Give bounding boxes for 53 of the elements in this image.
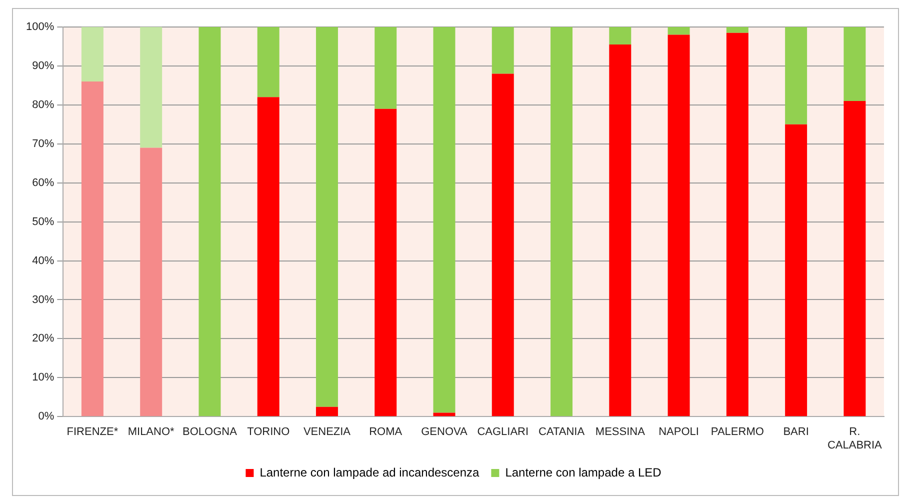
x-tick-label: MESSINA <box>595 426 646 438</box>
x-tick-label: ROMA <box>369 426 403 438</box>
bar <box>81 82 104 416</box>
bar <box>785 124 808 416</box>
x-tick-label: PALERMO <box>710 426 764 438</box>
y-tick-label: 10% <box>32 372 54 384</box>
y-tick-label: 20% <box>32 332 54 345</box>
bar <box>316 406 338 416</box>
x-tick-label: MILANO* <box>128 426 176 438</box>
bar <box>609 44 632 416</box>
bar <box>81 27 104 82</box>
x-tick-label: BARI <box>783 426 809 438</box>
x-tick-label: GENOVA <box>421 426 468 438</box>
x-tick-label: CATANIA <box>538 426 586 438</box>
y-tick-label: 30% <box>32 294 54 306</box>
bar <box>492 27 514 74</box>
bar <box>844 101 866 416</box>
bar <box>198 27 221 416</box>
bar <box>374 108 397 416</box>
bar <box>140 148 162 416</box>
y-tick-label: 40% <box>32 254 54 267</box>
bar <box>433 27 456 413</box>
x-tick-label: VENEZIA <box>303 426 352 438</box>
x-tick-label: NAPOLI <box>658 426 699 438</box>
y-tick-label: 90% <box>32 60 54 72</box>
bar <box>492 74 514 416</box>
legend-label: Lanterne con lampade a LED <box>505 465 662 480</box>
x-tick-label: FIRENZE* <box>66 426 119 438</box>
bar <box>257 97 280 416</box>
x-tick-label: CAGLIARI <box>477 426 529 438</box>
legend-label: Lanterne con lampade ad incandescenza <box>260 465 480 480</box>
bar <box>374 27 397 109</box>
y-tick-label: 70% <box>32 138 54 150</box>
bar <box>316 27 338 407</box>
bar <box>785 27 808 124</box>
y-tick-label: 0% <box>38 410 54 423</box>
x-tick-label: TORINO <box>247 426 290 438</box>
bar <box>726 27 748 33</box>
x-tick-label: R. CALABRIA <box>827 426 883 452</box>
bar <box>609 27 632 45</box>
y-tick-label: 80% <box>32 98 54 111</box>
bar <box>668 34 690 416</box>
x-tick-label: BOLOGNA <box>182 426 238 438</box>
bar <box>140 27 162 148</box>
y-tick-label: 60% <box>32 176 54 189</box>
y-tick-label: 50% <box>32 216 54 228</box>
bar <box>433 412 456 416</box>
bar <box>844 27 866 102</box>
bar <box>550 27 573 416</box>
bar <box>668 27 690 35</box>
y-tick-label: 100% <box>26 21 54 34</box>
bar <box>726 32 748 416</box>
bar <box>257 27 280 98</box>
